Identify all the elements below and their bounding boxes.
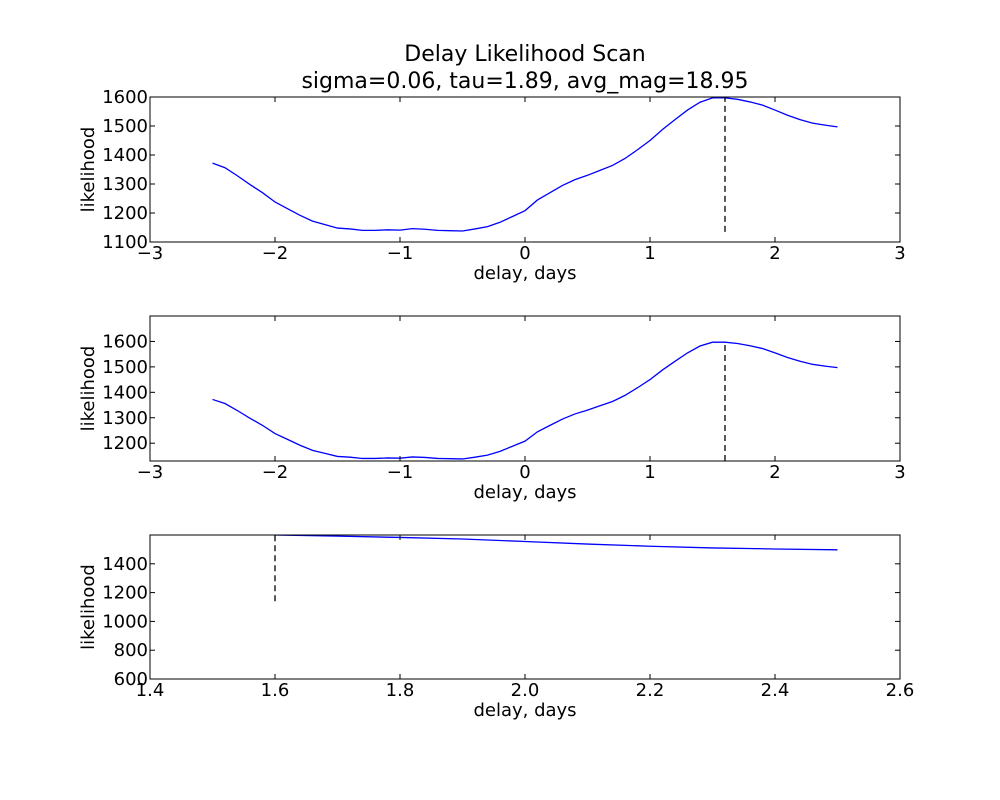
likelihood-series-line (212, 97, 838, 232)
x-tick-label: 2 (769, 462, 780, 483)
likelihood-series-line (212, 341, 838, 460)
y-tick-label: 1400 (102, 554, 148, 575)
x-tick-label: 2.0 (511, 680, 540, 701)
panel-1: −3 −2 −1 0 1 2 3 1100 1200 1300 1400 1500 1600 delay,… (78, 87, 906, 284)
x-tick-label: 0 (519, 462, 530, 483)
y-tick-label: 1400 (102, 382, 148, 403)
x-tick-label: 2.4 (761, 680, 790, 701)
x-axis-label: delay, days (473, 700, 576, 721)
x-tick-label: 1.4 (136, 680, 165, 701)
y-tick-label: 1300 (102, 408, 148, 429)
y-tick-label: 1400 (102, 145, 148, 166)
y-tick-label: 1600 (102, 87, 148, 108)
panel-2: −3 −2 −1 0 1 2 3 1200 1300 1400 1500 1600 delay, day… (78, 315, 906, 503)
y-tick-label: 1600 (102, 331, 148, 352)
likelihood-series-line (274, 535, 838, 551)
y-tick-label: 1200 (102, 583, 148, 604)
y-tick-label: 1500 (102, 116, 148, 137)
y-axis-label: likelihood (78, 346, 99, 432)
figure-subtitle: sigma=0.06, tau=1.89, avg_mag=18.95 (301, 69, 748, 94)
y-tick-label: 1200 (102, 203, 148, 224)
x-tick-label: 1 (644, 462, 655, 483)
x-tick-label: 3 (894, 462, 905, 483)
y-tick-label: 1300 (102, 174, 148, 195)
x-tick-label: 2 (769, 243, 780, 264)
x-tick-label: −1 (387, 243, 414, 264)
y-tick-label: 1000 (102, 611, 148, 632)
x-tick-label: −3 (137, 462, 164, 483)
y-axis-label: likelihood (78, 564, 99, 650)
plot-panels: −3 −2 −1 0 1 2 3110012001300140015001600delay,… (78, 87, 914, 721)
x-tick-label: 1 (644, 243, 655, 264)
y-tick-label: 800 (114, 640, 148, 661)
x-tick-label: −3 (137, 243, 164, 264)
x-tick-label: −2 (262, 243, 289, 264)
x-tick-label: 1.6 (261, 680, 290, 701)
x-tick-label: −1 (387, 462, 414, 483)
x-axis-label: delay, days (473, 482, 576, 503)
x-tick-label: −2 (262, 462, 289, 483)
x-tick-label: 1.8 (386, 680, 415, 701)
x-axis-label: delay, days (473, 263, 576, 284)
y-tick-label: 1500 (102, 357, 148, 378)
y-axis-label: likelihood (78, 127, 99, 213)
x-tick-label: 2.2 (636, 680, 665, 701)
x-tick-label: 0 (519, 243, 530, 264)
y-tick-label: 600 (114, 669, 148, 690)
x-tick-label: 3 (894, 243, 905, 264)
y-tick-label: 1100 (102, 232, 148, 253)
panel-3: 1.4 1.6 1.8 2.0 2.2 2.4 2.6 600 800 1000 1200 1400 d… (78, 534, 915, 721)
x-tick-label: 2.6 (886, 680, 915, 701)
figure-title: Delay Likelihood Scan (404, 42, 645, 67)
y-tick-label: 1200 (102, 433, 148, 454)
